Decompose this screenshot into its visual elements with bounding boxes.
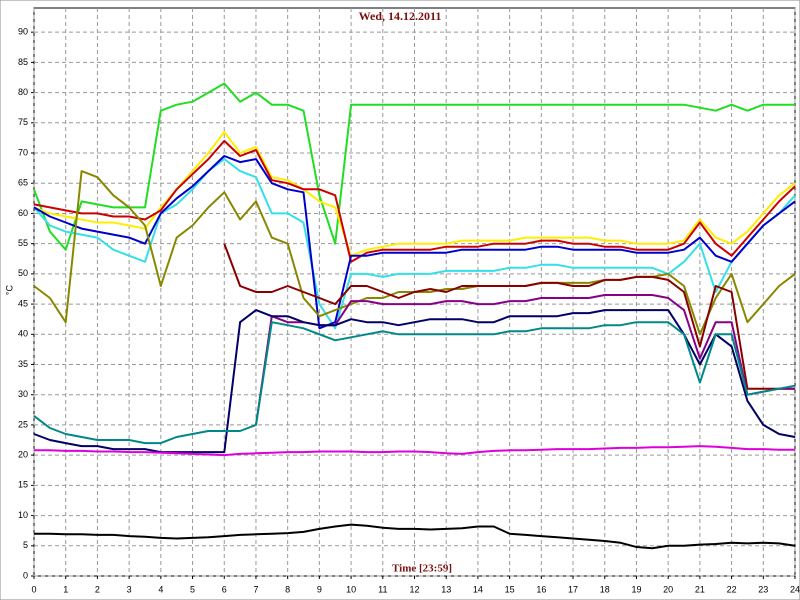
x-tick-label: 9 [317,584,322,594]
x-tick-label: 7 [253,584,258,594]
y-tick-label: 75 [18,117,28,127]
x-tick-label: 6 [222,584,227,594]
x-axis-label: Time [23:59] [392,563,452,575]
y-tick-label: 50 [18,268,28,278]
y-tick-label: 25 [18,419,28,429]
x-tick-label: 22 [727,584,737,594]
y-tick-label: 65 [18,178,28,188]
y-tick-label: 30 [18,389,28,399]
series-line [34,445,795,457]
x-tick-label: 12 [409,584,419,594]
x-tick-label: 15 [505,584,515,594]
x-tick-label: 0 [31,584,36,594]
series-line [33,130,796,257]
x-tick-label: 1 [63,584,68,594]
series-line [33,82,795,251]
series-line [255,294,795,426]
x-tick-label: 23 [758,584,768,594]
x-tick-label: 19 [631,584,641,594]
x-tick-label: 5 [190,584,195,594]
y-tick-label: 35 [18,359,28,369]
x-tick-label: 17 [568,584,578,594]
x-tick-label: 13 [441,584,451,594]
series-line [223,243,795,390]
y-tick-label: 5 [23,540,28,550]
x-tick-label: 4 [158,584,163,594]
y-tick-label: 15 [18,480,28,490]
series-line [33,155,796,330]
x-tick-label: 2 [95,584,100,594]
y-tick-label: 20 [18,450,28,460]
y-tick-label: 80 [18,87,28,97]
y-tick-label: 10 [18,510,28,520]
x-tick-label: 11 [378,584,387,594]
x-tick-label: 20 [663,584,673,594]
y-tick-label: 40 [18,329,28,339]
x-tick-label: 14 [473,584,483,594]
y-tick-label: 60 [18,208,28,218]
x-tick-label: 16 [536,584,546,594]
y-tick-label: 70 [18,147,28,157]
x-tick-label: 8 [285,584,290,594]
y-tick-label: 90 [18,27,28,37]
y-axis-label: °C [4,284,14,295]
y-tick-label: 45 [18,298,28,308]
y-tick-label: 55 [18,238,28,248]
x-tick-label: 10 [346,584,356,594]
y-tick-label: 85 [18,57,28,67]
series-line [33,321,796,445]
chart-title: Wed, 14.12.2011 [359,9,442,23]
y-tick-label: 0 [23,570,28,580]
x-tick-label: 18 [600,584,610,594]
x-tick-label: 3 [127,584,132,594]
x-tick-label: 21 [695,584,705,594]
series-line [34,523,796,550]
series-line [33,139,796,263]
x-tick-label: 24 [790,584,800,594]
